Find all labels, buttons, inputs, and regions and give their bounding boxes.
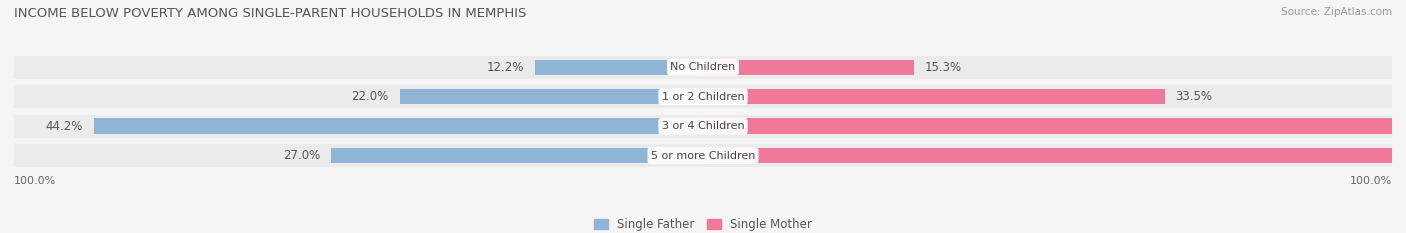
Text: No Children: No Children [671,62,735,72]
Text: 3 or 4 Children: 3 or 4 Children [662,121,744,131]
Bar [14,115,1392,138]
Text: 100.0%: 100.0% [1350,176,1392,186]
Text: 22.0%: 22.0% [352,90,389,103]
Bar [330,148,703,163]
Text: 44.2%: 44.2% [45,120,83,133]
Bar [703,60,914,75]
Text: 15.3%: 15.3% [925,61,962,74]
Bar [703,89,1164,104]
Text: Source: ZipAtlas.com: Source: ZipAtlas.com [1281,7,1392,17]
Text: 5 or more Children: 5 or more Children [651,151,755,161]
Text: INCOME BELOW POVERTY AMONG SINGLE-PARENT HOUSEHOLDS IN MEMPHIS: INCOME BELOW POVERTY AMONG SINGLE-PARENT… [14,7,526,20]
Text: 1 or 2 Children: 1 or 2 Children [662,92,744,102]
Text: 100.0%: 100.0% [14,176,56,186]
Text: 12.2%: 12.2% [486,61,524,74]
Bar [703,148,1406,163]
Bar [534,60,703,75]
Text: 33.5%: 33.5% [1175,90,1212,103]
Bar [703,119,1406,134]
Bar [14,56,1392,79]
Bar [399,89,703,104]
Bar [94,119,703,134]
Legend: Single Father, Single Mother: Single Father, Single Mother [589,213,817,233]
Bar [14,144,1392,167]
Bar [14,85,1392,108]
Text: 27.0%: 27.0% [283,149,321,162]
